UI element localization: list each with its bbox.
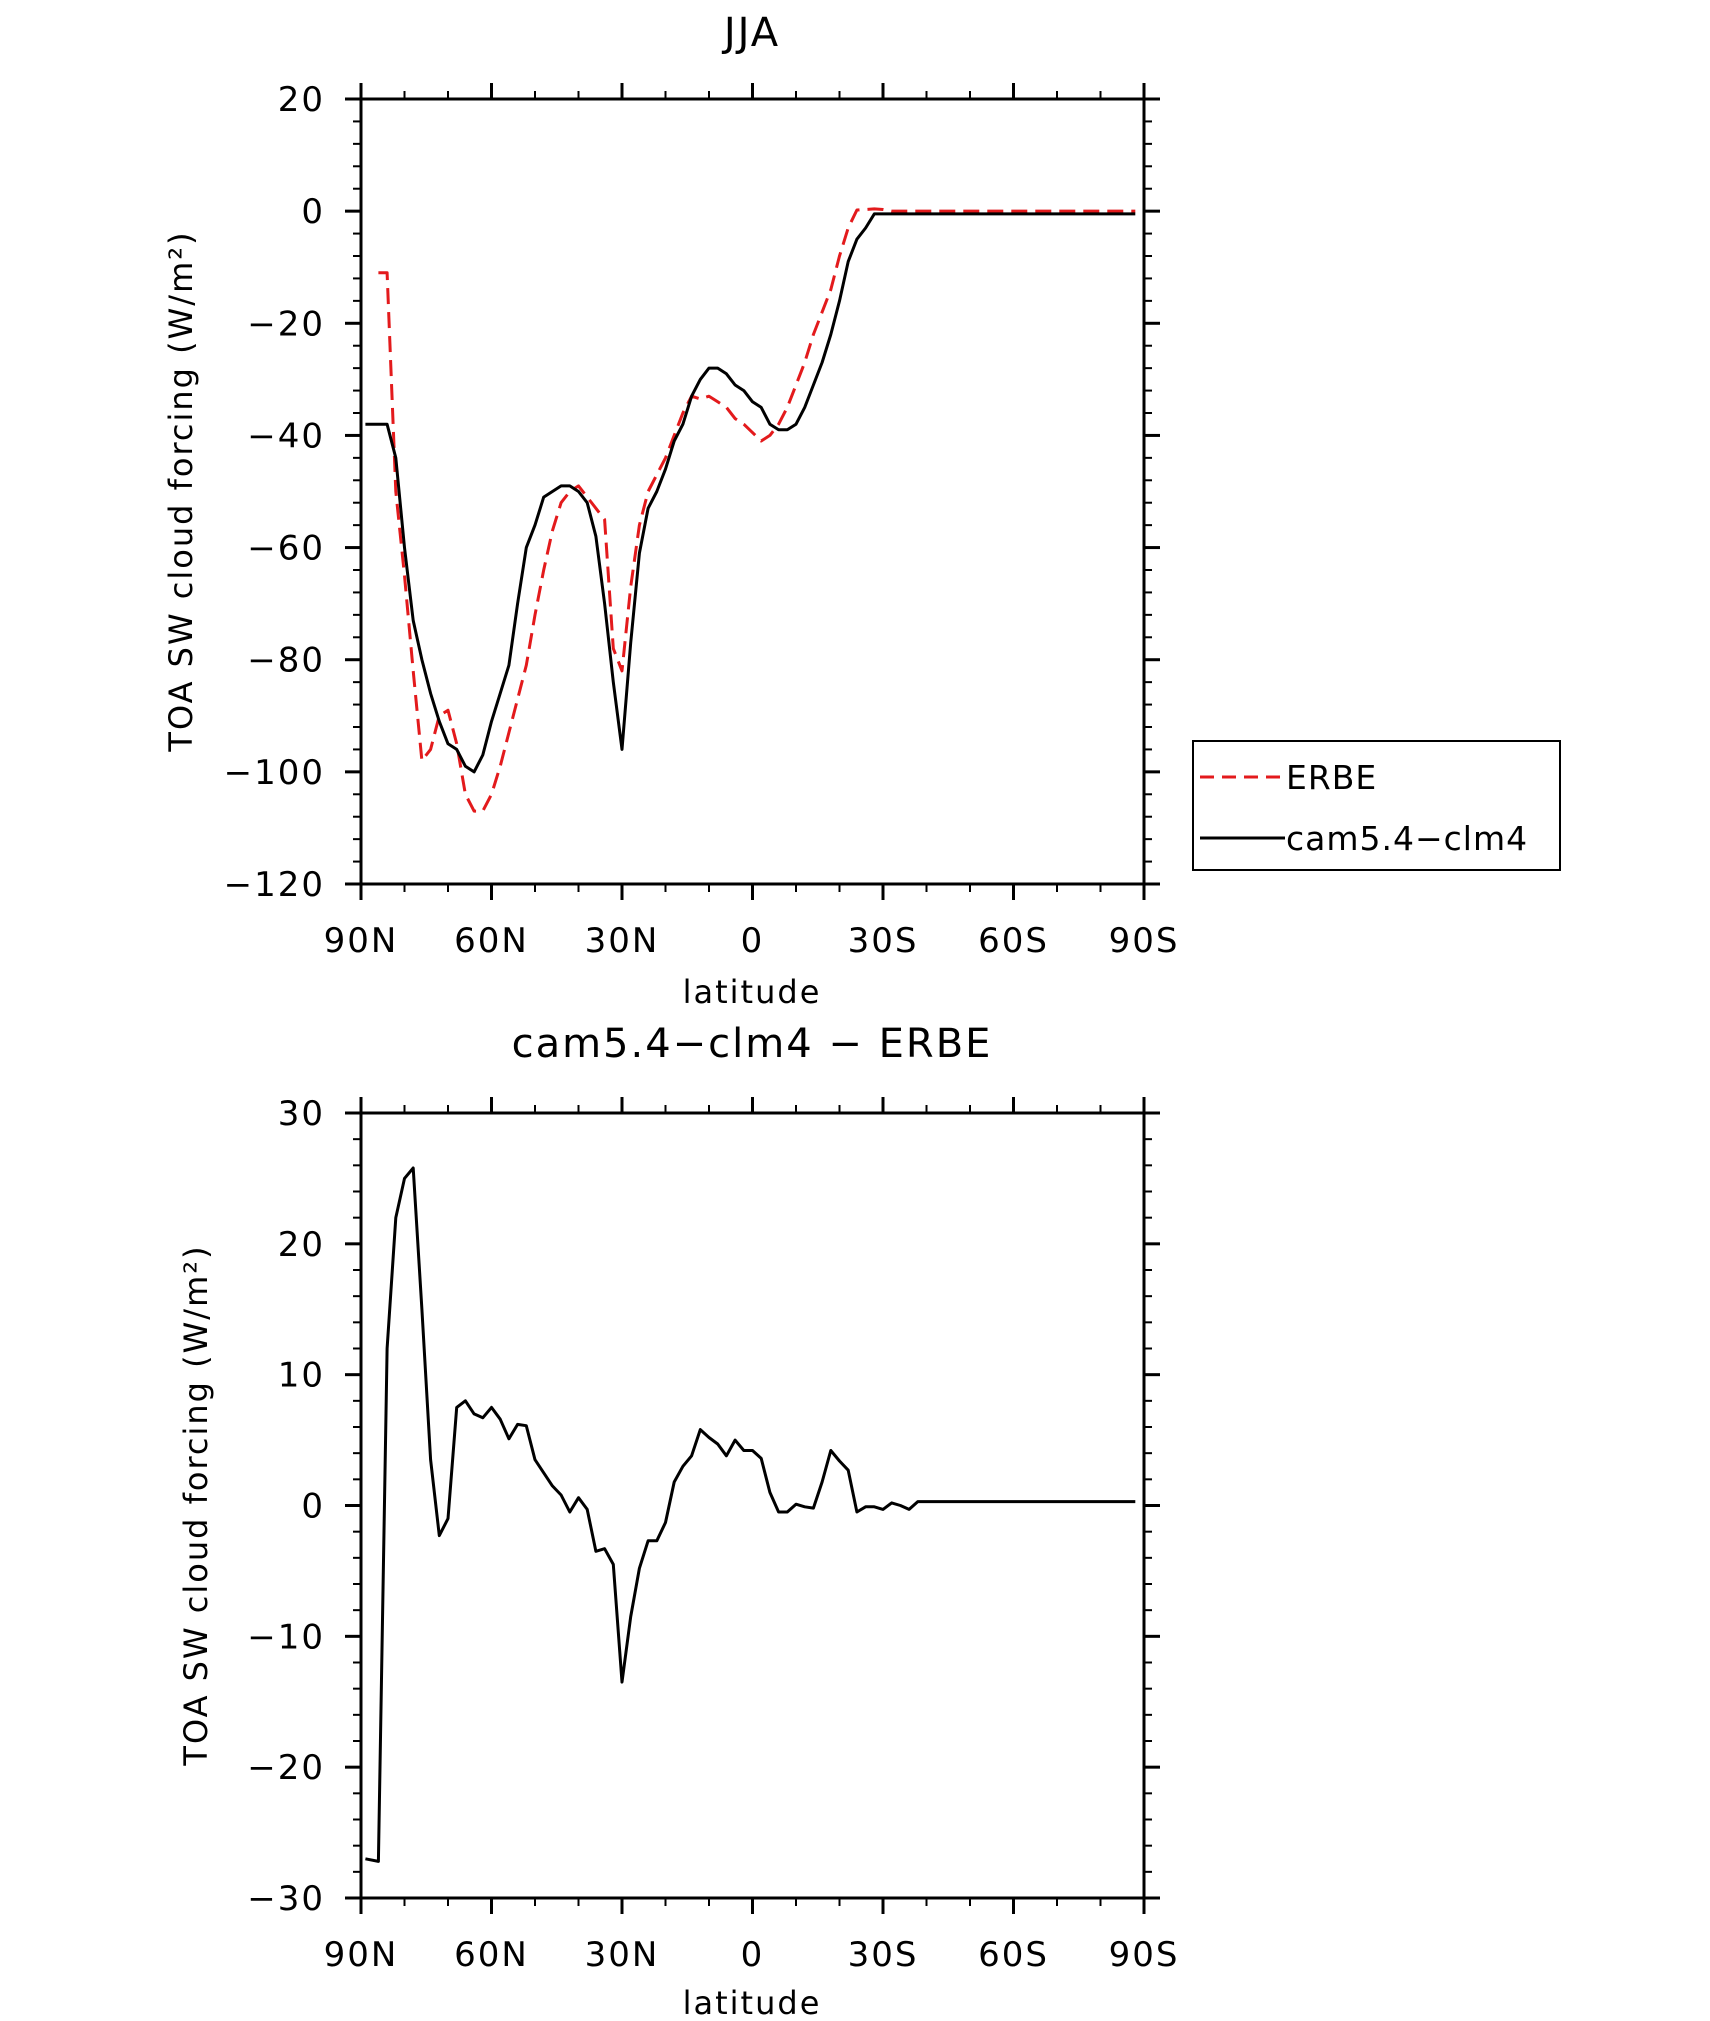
series-lines [365,207,1136,813]
x-tick-labels: 90N 60N 30N 0 30S 60S 90S [324,1935,1180,1975]
x-tick-label: 90S [1109,921,1180,961]
y-tick-label: −20 [247,1748,325,1788]
chart-title: cam5.4−clm4 − ERBE [512,1021,993,1067]
y-tick-label: 0 [301,1487,325,1527]
axis-ticks [345,1097,1160,1914]
legend-label-erbe: ERBE [1286,758,1377,797]
x-tick-label: 30N [585,1935,660,1975]
y-tick-label: −30 [247,1879,325,1919]
x-tick-label: 0 [741,921,765,961]
x-tick-label: 60N [454,1935,529,1975]
y-tick-label: 10 [278,1356,325,1396]
y-tick-label: −10 [247,1617,325,1657]
x-tick-label: 90S [1109,1935,1180,1975]
y-tick-label: −120 [224,865,325,905]
y-tick-label: −60 [247,529,325,569]
legend: ERBE cam5.4−clm4 [1192,740,1561,871]
x-tick-label: 60N [454,921,529,961]
x-tick-label: 30S [848,1935,919,1975]
y-tick-label: −80 [247,641,325,681]
y-tick-label: −20 [247,304,325,344]
x-tick-label: 90N [324,1935,399,1975]
legend-label-cam: cam5.4−clm4 [1286,819,1528,858]
y-axis-label: TOA SW cloud forcing (W/m²) [162,230,200,752]
y-axis-label: TOA SW cloud forcing (W/m²) [177,1244,215,1766]
x-tick-label: 60S [978,921,1049,961]
x-tick-label: 30S [848,921,919,961]
x-axis-label: latitude [683,973,822,1011]
axis-ticks [345,83,1160,900]
y-tick-labels: 30 20 10 0 −10 −20 −30 [247,1094,325,1919]
y-tick-label: 30 [278,1094,325,1134]
x-tick-label: 30N [585,921,660,961]
x-tick-label: 60S [978,1935,1049,1975]
legend-box [1192,740,1561,871]
x-axis-label: latitude [683,1984,822,2021]
series-line-cam5-4-clm4 [365,212,1136,774]
x-tick-label: 90N [324,921,399,961]
series-lines [365,1166,1136,1863]
chart-panel-jja: JJA 20 0 −20 −40 −60 −80 −100 −120 90N 60N 30N 0 30… [162,10,1561,1011]
y-tick-label: 20 [278,1225,325,1265]
plot-frame [359,1111,1146,1900]
chart-panel-difference: cam5.4−clm4 − ERBE 30 20 10 0 −10 −20 −30 90N 6… [177,1021,1180,2021]
y-tick-labels: 20 0 −20 −40 −60 −80 −100 −120 [224,80,325,905]
y-tick-label: 0 [301,192,325,232]
y-tick-label: −100 [224,753,325,793]
y-tick-label: 20 [278,80,325,120]
x-tick-label: 0 [741,1935,765,1975]
x-tick-labels: 90N 60N 30N 0 30S 60S 90S [324,921,1180,961]
chart-title: JJA [721,10,780,56]
y-tick-label: −40 [247,416,325,456]
series-line-difference-0 [365,1166,1136,1863]
